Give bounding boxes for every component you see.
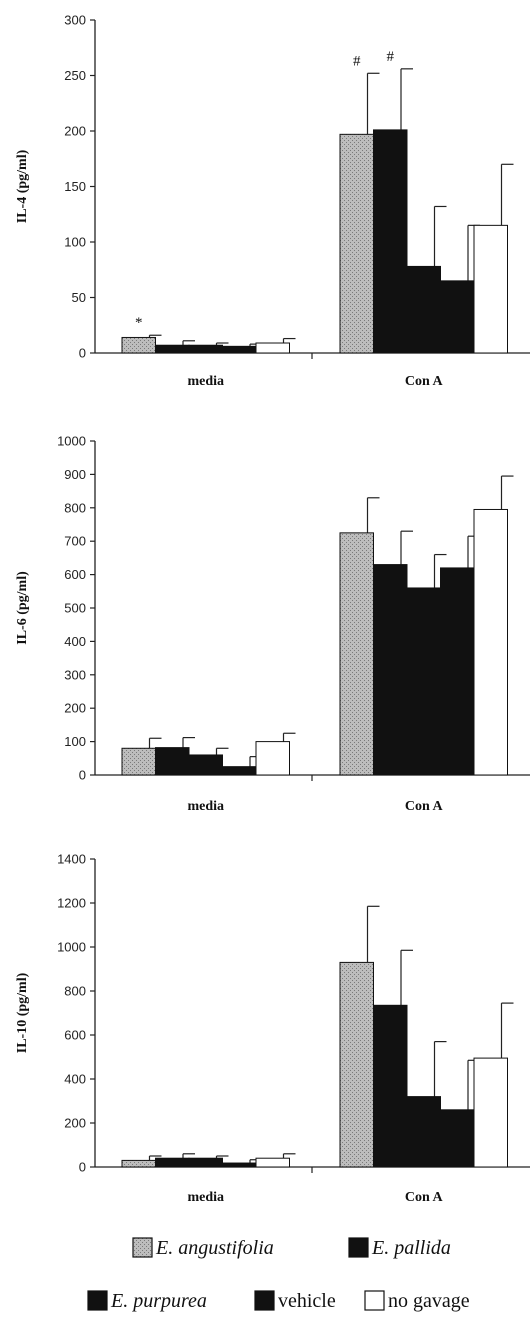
y-tick-label: 300 [64,13,86,28]
bar-vehicle-media [222,1162,257,1168]
y-tick-label: 900 [64,467,86,482]
y-tick-label: 800 [64,984,86,999]
y-tick-label: 1400 [57,852,86,867]
legend-label: E. purpurea [110,1290,207,1312]
y-tick-label: 100 [64,235,86,250]
bar-vehicle-media [222,766,257,776]
y-tick-label: 500 [64,601,86,616]
y-tick-label: 400 [64,1072,86,1087]
legend-swatch [132,1237,153,1258]
bar-e-purpurea-con-a [406,1096,441,1168]
bar-e-angustifolia-media [121,336,156,354]
y-tick-label: 300 [64,667,86,682]
bar-e-purpurea-con-a [406,265,441,354]
y-tick-label: 400 [64,634,86,649]
chart-panel-3: 0 200 400 600 800 1000 1200 1400 IL-10 (pg/ml) me… [15,852,530,1205]
y-tick-label: 150 [64,179,86,194]
x-category-label: media [187,1190,224,1205]
y-tick-label: 600 [64,567,86,582]
y-tick-label: 200 [64,1116,86,1131]
bar-e-purpurea-con-a [406,587,441,776]
x-category-label: media [187,374,224,389]
y-tick-label: 1000 [57,434,86,449]
y-tick-label: 250 [64,68,86,83]
y-tick-label: 0 [79,346,86,361]
bar-no-gavage-media [255,342,290,354]
y-axis-label: IL-6 (pg/ml) [15,571,30,645]
bar-no-gavage-media [255,741,290,776]
significance-marker: # [353,53,361,69]
bar-e-angustifolia-con-a [339,133,374,354]
x-category-label: Con A [405,1190,444,1205]
significance-marker: * [135,315,143,331]
y-tick-label: 1000 [57,940,86,955]
bar-no-gavage-con-a [473,224,508,354]
y-tick-label: 50 [72,290,86,305]
bar-e-pallida-media [155,1157,190,1168]
legend-swatch [348,1237,369,1258]
bar-e-pallida-con-a [373,564,408,776]
y-tick-label: 200 [64,701,86,716]
legend-swatch [364,1290,385,1311]
bar-no-gavage-con-a [473,1057,508,1168]
legend-label: E. pallida [371,1237,451,1259]
legend-swatch [254,1290,275,1311]
y-tick-label: 800 [64,500,86,515]
legend: E. angustifolia E. pallida E. purpurea vehi… [87,1237,470,1312]
legend-swatch [87,1290,108,1311]
bar-e-angustifolia-con-a [339,961,374,1168]
bar-e-angustifolia-con-a [339,532,374,776]
bar-e-pallida-media [155,344,190,354]
bar-e-purpurea-media [188,754,223,776]
bar-vehicle-con-a [440,280,475,354]
bar-vehicle-media [222,345,257,354]
chart-panel-2: 0 100 200 300 400 500 600 700 800 900 1000 IL-6 (pg… [15,434,530,814]
x-category-label: Con A [405,799,444,814]
y-tick-label: 0 [79,1160,86,1175]
y-tick-label: 0 [79,768,86,783]
y-axis-label: IL-4 (pg/ml) [15,149,30,223]
bar-e-purpurea-media [188,1157,223,1168]
y-tick-label: 200 [64,124,86,139]
bar-e-pallida-con-a [373,1004,408,1168]
bar-e-pallida-con-a [373,129,408,354]
y-tick-label: 1200 [57,896,86,911]
bar-e-angustifolia-media [121,747,156,776]
legend-label: E. angustifolia [155,1237,274,1259]
bar-no-gavage-con-a [473,508,508,776]
y-tick-label: 700 [64,534,86,549]
bar-e-pallida-media [155,747,190,776]
bar-vehicle-con-a [440,567,475,776]
y-axis-label: IL-10 (pg/ml) [15,972,30,1053]
y-tick-label: 600 [64,1028,86,1043]
chart-panel-1: 0 50 100 150 200 250 300 IL-4 (pg/ml) media Con A… [15,13,530,389]
bar-no-gavage-media [255,1157,290,1168]
x-category-label: Con A [405,374,444,389]
legend-label: no gavage [388,1290,470,1312]
bar-e-purpurea-media [188,344,223,354]
bar-vehicle-con-a [440,1109,475,1168]
bar-e-angustifolia-media [121,1159,156,1168]
y-tick-label: 100 [64,734,86,749]
x-category-label: media [187,799,224,814]
legend-label: vehicle [278,1290,336,1312]
significance-marker: # [387,49,395,65]
